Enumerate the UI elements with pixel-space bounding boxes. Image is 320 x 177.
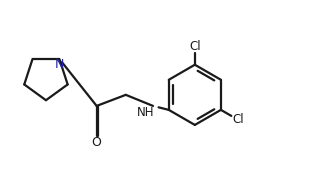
Text: NH: NH	[137, 106, 155, 119]
Text: O: O	[92, 136, 101, 150]
Text: Cl: Cl	[189, 40, 201, 53]
Text: N: N	[55, 58, 64, 71]
Text: Cl: Cl	[233, 113, 244, 126]
